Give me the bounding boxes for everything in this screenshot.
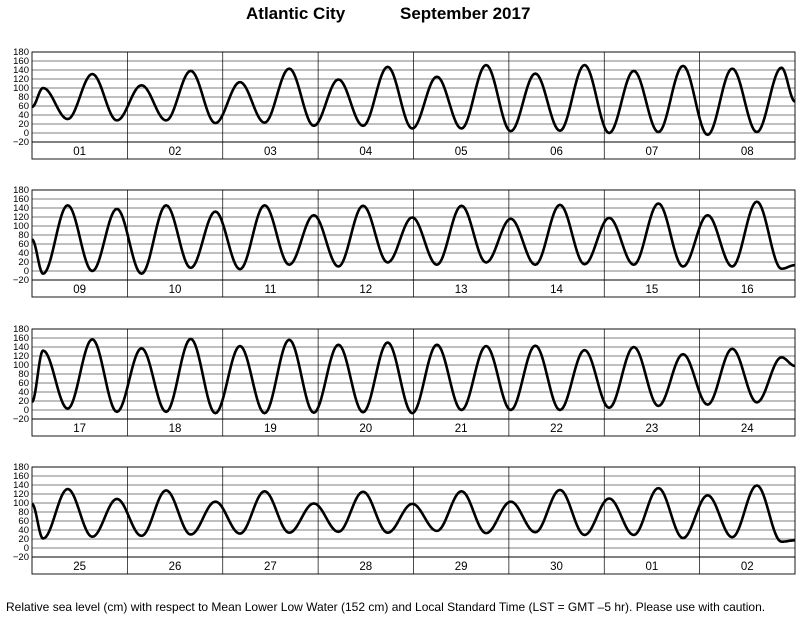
chart-footnote: Relative sea level (cm) with respect to … <box>6 600 766 614</box>
day-label: 04 <box>359 146 372 158</box>
tide-series-line <box>31 200 796 275</box>
y-tick-label: −20 <box>13 275 29 286</box>
y-tick-label: 160 <box>13 194 29 205</box>
y-tick-label: 120 <box>13 489 29 500</box>
day-label: 13 <box>455 284 468 296</box>
day-label: 28 <box>359 561 372 573</box>
y-tick-label: −20 <box>13 137 29 148</box>
day-label: 17 <box>73 423 86 435</box>
day-label: 12 <box>359 284 372 296</box>
day-label: 02 <box>169 146 182 158</box>
y-tick-label: 100 <box>13 498 29 509</box>
y-tick-label: 160 <box>13 471 29 482</box>
y-tick-label: 160 <box>13 333 29 344</box>
day-label: 25 <box>73 561 86 573</box>
day-label: 29 <box>455 561 468 573</box>
y-tick-label: 20 <box>18 534 29 545</box>
chart-title-location: Atlantic City <box>246 4 346 23</box>
day-label: 19 <box>264 423 277 435</box>
y-tick-label: 100 <box>13 221 29 232</box>
y-tick-label: 40 <box>18 525 29 536</box>
day-label: 14 <box>550 284 563 296</box>
day-label: 08 <box>741 146 754 158</box>
y-tick-label: 40 <box>18 110 29 121</box>
day-label: 10 <box>169 284 182 296</box>
y-tick-label: 180 <box>13 47 29 58</box>
y-tick-label: 140 <box>13 203 29 214</box>
y-tick-label: 0 <box>24 405 29 416</box>
y-tick-label: 20 <box>18 119 29 130</box>
day-label: 21 <box>455 423 468 435</box>
y-tick-label: 80 <box>18 230 29 241</box>
y-tick-label: 20 <box>18 396 29 407</box>
y-tick-label: 120 <box>13 351 29 362</box>
tide-series-line <box>31 63 796 137</box>
day-label: 05 <box>455 146 468 158</box>
y-tick-label: 180 <box>13 324 29 335</box>
y-tick-label: 180 <box>13 185 29 196</box>
day-label: 18 <box>169 423 182 435</box>
tide-series-line <box>31 484 796 543</box>
y-tick-label: 100 <box>13 83 29 94</box>
day-label: 06 <box>550 146 563 158</box>
y-tick-label: 60 <box>18 378 29 389</box>
y-tick-label: −20 <box>13 552 29 563</box>
y-tick-label: 140 <box>13 480 29 491</box>
y-tick-label: 120 <box>13 212 29 223</box>
day-label: 23 <box>646 423 659 435</box>
tide-series-line <box>31 337 796 415</box>
y-tick-label: 40 <box>18 387 29 398</box>
chart-title-period: September 2017 <box>400 4 531 23</box>
y-tick-label: −20 <box>13 414 29 425</box>
day-label: 11 <box>264 284 276 296</box>
day-label: 09 <box>73 284 86 296</box>
day-label: 22 <box>550 423 563 435</box>
day-label: 15 <box>646 284 659 296</box>
y-tick-label: 140 <box>13 342 29 353</box>
day-label: 24 <box>741 423 754 435</box>
y-tick-label: 180 <box>13 462 29 473</box>
panel-frame <box>31 328 796 437</box>
y-tick-label: 140 <box>13 65 29 76</box>
y-tick-label: 40 <box>18 248 29 259</box>
panel-frame <box>31 466 796 575</box>
y-tick-label: 100 <box>13 360 29 371</box>
y-tick-label: 160 <box>13 56 29 67</box>
y-tick-label: 0 <box>24 128 29 139</box>
y-tick-label: 120 <box>13 74 29 85</box>
day-label: 16 <box>741 284 754 296</box>
panel-frame <box>31 51 796 160</box>
day-label: 26 <box>169 561 182 573</box>
y-tick-label: 0 <box>24 543 29 554</box>
y-tick-label: 80 <box>18 369 29 380</box>
day-label: 01 <box>646 561 659 573</box>
y-tick-label: 60 <box>18 516 29 527</box>
day-label: 27 <box>264 561 277 573</box>
y-tick-label: 20 <box>18 257 29 268</box>
y-tick-label: 0 <box>24 266 29 277</box>
y-tick-label: 60 <box>18 101 29 112</box>
panel-frame <box>31 189 796 298</box>
day-label: 01 <box>73 146 86 158</box>
y-tick-label: 60 <box>18 239 29 250</box>
day-label: 30 <box>550 561 563 573</box>
y-tick-label: 80 <box>18 507 29 518</box>
day-label: 02 <box>741 561 754 573</box>
day-label: 20 <box>359 423 372 435</box>
day-label: 07 <box>646 146 659 158</box>
y-tick-label: 80 <box>18 92 29 103</box>
day-label: 03 <box>264 146 277 158</box>
